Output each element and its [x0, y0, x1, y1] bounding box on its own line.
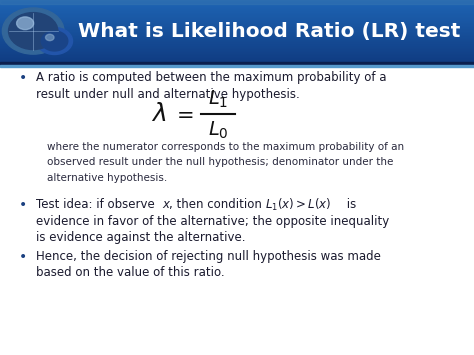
Circle shape	[17, 17, 34, 29]
Text: alternative hypothesis.: alternative hypothesis.	[47, 173, 168, 183]
Text: result under null and alternative hypothesis.: result under null and alternative hypoth…	[36, 88, 299, 100]
Text: is: is	[343, 198, 356, 211]
Bar	[0, 36, 474, 37]
Bar	[0, 43, 474, 44]
Text: Hence, the decision of rejecting null hypothesis was made: Hence, the decision of rejecting null hy…	[36, 250, 381, 263]
Text: •: •	[19, 198, 27, 212]
Bar	[0, 54, 474, 55]
Bar	[0, 18, 474, 19]
Bar	[0, 34, 474, 35]
Bar	[0, 65, 474, 67]
Bar	[0, 32, 474, 33]
Bar	[0, 24, 474, 25]
Bar	[0, 29, 474, 30]
Bar	[0, 10, 474, 11]
Bar	[0, 4, 474, 5]
Bar	[0, 26, 474, 27]
Bar	[0, 0, 474, 4]
Bar	[0, 28, 474, 29]
Text: $\lambda$: $\lambda$	[151, 102, 166, 126]
Text: evidence in favor of the alternative; the opposite inequality: evidence in favor of the alternative; th…	[36, 215, 389, 228]
Bar	[0, 22, 474, 23]
Text: $L_0$: $L_0$	[208, 120, 228, 141]
Bar	[0, 16, 474, 17]
Bar	[0, 37, 474, 38]
Bar	[0, 38, 474, 39]
Circle shape	[2, 8, 64, 54]
Bar	[0, 8, 474, 9]
Bar	[0, 11, 474, 12]
Text: Test idea: if observe: Test idea: if observe	[36, 198, 158, 211]
Bar	[0, 12, 474, 13]
Bar	[0, 3, 474, 4]
Text: based on the value of this ratio.: based on the value of this ratio.	[36, 267, 224, 279]
Bar	[0, 48, 474, 49]
Bar	[0, 5, 474, 6]
Bar	[0, 55, 474, 56]
Bar	[0, 50, 474, 51]
Bar	[0, 27, 474, 28]
Text: •: •	[19, 71, 27, 85]
Bar	[0, 20, 474, 21]
Text: A ratio is computed between the maximum probability of a: A ratio is computed between the maximum …	[36, 71, 386, 84]
Text: $L_1(x) > L(x)$: $L_1(x) > L(x)$	[265, 197, 332, 213]
Bar	[0, 23, 474, 24]
Circle shape	[41, 31, 68, 51]
Text: $=$: $=$	[172, 104, 193, 124]
Bar	[0, 58, 474, 59]
Bar	[0, 15, 474, 16]
Bar	[0, 1, 474, 2]
Circle shape	[36, 27, 73, 54]
Bar	[0, 6, 474, 7]
Bar	[0, 31, 474, 32]
Text: , then condition: , then condition	[169, 198, 262, 211]
Text: What is Likelihood Ratio (LR) test: What is Likelihood Ratio (LR) test	[78, 22, 461, 40]
Bar	[0, 51, 474, 52]
Bar	[0, 52, 474, 53]
Bar	[0, 57, 474, 58]
Bar	[0, 2, 474, 3]
Bar	[0, 56, 474, 57]
Bar	[0, 39, 474, 40]
Circle shape	[9, 12, 58, 49]
Bar	[0, 0, 474, 1]
Text: observed result under the null hypothesis; denominator under the: observed result under the null hypothesi…	[47, 158, 394, 168]
Bar	[0, 59, 474, 60]
Bar	[0, 62, 474, 65]
Bar	[0, 42, 474, 43]
Bar	[0, 40, 474, 42]
Bar	[0, 13, 474, 15]
Bar	[0, 30, 474, 31]
Text: is evidence against the alternative.: is evidence against the alternative.	[36, 231, 245, 244]
Bar	[0, 61, 474, 62]
Circle shape	[46, 34, 54, 40]
Bar	[0, 44, 474, 45]
Bar	[0, 18, 474, 20]
Bar	[0, 45, 474, 47]
Bar	[0, 60, 474, 61]
Bar	[0, 33, 474, 34]
Bar	[0, 49, 474, 50]
Text: $L_1$: $L_1$	[208, 89, 228, 110]
Bar	[0, 9, 474, 10]
Text: x: x	[163, 198, 170, 211]
Bar	[0, 47, 474, 48]
Bar	[0, 17, 474, 18]
Bar	[0, 53, 474, 54]
Bar	[0, 35, 474, 36]
Bar	[0, 7, 474, 8]
Bar	[0, 25, 474, 26]
Text: where the numerator corresponds to the maximum probability of an: where the numerator corresponds to the m…	[47, 142, 404, 152]
Text: •: •	[19, 250, 27, 264]
Bar	[0, 21, 474, 22]
